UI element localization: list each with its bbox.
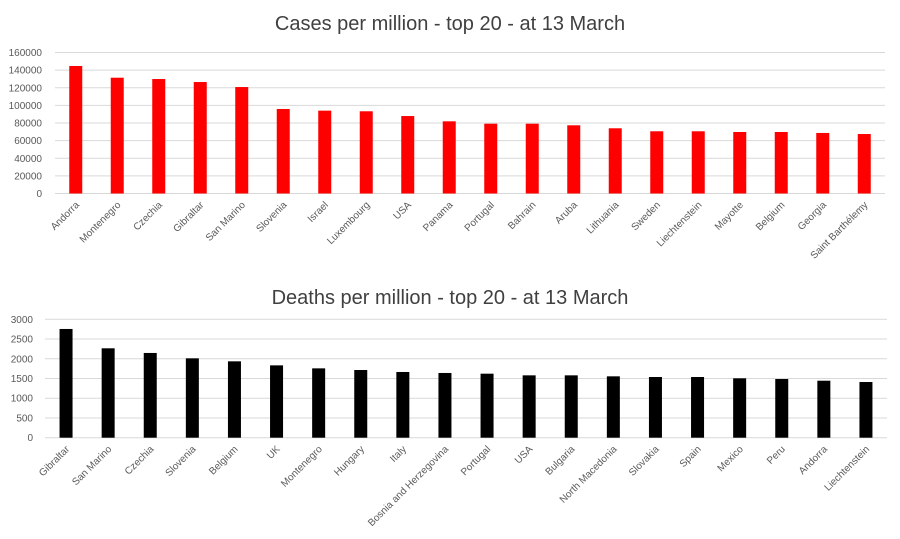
bar <box>522 375 536 438</box>
bar <box>564 375 578 438</box>
y-tick-label: 3000 <box>11 315 34 326</box>
bar <box>235 87 249 194</box>
bar <box>438 372 452 438</box>
x-category-label: Bosnia and Herzegovina <box>366 444 451 529</box>
bar <box>650 131 664 194</box>
x-category-label: Slovenia <box>254 200 289 235</box>
chart-2: Deaths per million - top 20 - at 13 Marc… <box>11 287 887 529</box>
bar <box>525 123 539 194</box>
bar <box>816 132 830 194</box>
chart-title: Deaths per million - top 20 - at 13 Marc… <box>272 287 629 309</box>
y-tick-label: 100000 <box>9 101 43 112</box>
bar <box>775 379 789 438</box>
x-category-label: UK <box>265 444 283 462</box>
bar <box>480 373 494 438</box>
bar <box>606 376 620 438</box>
bar <box>733 131 747 194</box>
bar <box>312 368 326 438</box>
y-tick-label: 80000 <box>14 119 42 130</box>
y-tick-label: 20000 <box>14 171 42 182</box>
y-tick-label: 2500 <box>11 335 34 346</box>
x-category-label: Czechia <box>123 444 157 478</box>
bar <box>442 121 456 194</box>
x-category-label: Liechtenstein <box>823 444 872 493</box>
bar <box>59 328 73 438</box>
y-tick-label: 160000 <box>9 48 43 59</box>
bar <box>69 65 83 194</box>
x-category-label: Hungary <box>332 444 367 479</box>
x-category-label: Spain <box>678 444 704 470</box>
x-category-label: Lithuania <box>585 200 622 237</box>
x-category-label: Slovenia <box>164 444 199 479</box>
x-category-label: Georgia <box>796 200 829 233</box>
x-category-label: Slovakia <box>627 444 662 479</box>
x-category-label: Portugal <box>459 444 493 478</box>
bar <box>270 365 284 438</box>
x-category-label: Bahrain <box>506 200 538 232</box>
x-category-label: Andorra <box>797 444 830 477</box>
x-category-label: Peru <box>765 444 788 467</box>
bar <box>227 361 241 438</box>
y-tick-label: 140000 <box>9 66 43 77</box>
x-category-label: Montenegro <box>279 444 325 490</box>
y-tick-label: 2000 <box>11 354 34 365</box>
bar <box>276 108 290 194</box>
bar <box>484 123 498 194</box>
x-category-label: Gibraltar <box>37 444 72 479</box>
x-category-label: Panama <box>421 200 455 234</box>
x-category-label: Aruba <box>553 200 580 227</box>
bar <box>401 116 415 194</box>
x-category-label: Bulgaria <box>544 444 578 478</box>
bar <box>648 377 662 438</box>
x-category-label: USA <box>392 200 415 223</box>
x-category-label: Gibraltar <box>171 199 206 234</box>
chart-title: Cases per million - top 20 - at 13 March <box>275 13 625 35</box>
bar <box>143 352 157 438</box>
x-category-label: Sweden <box>630 200 663 233</box>
y-tick-label: 0 <box>36 189 42 200</box>
x-category-label: Andorra <box>49 200 82 233</box>
x-category-label: Belgium <box>207 444 240 477</box>
x-category-label: Israel <box>306 200 331 225</box>
x-category-label: USA <box>513 444 536 467</box>
bar <box>733 378 747 438</box>
bar <box>859 382 873 438</box>
bar <box>318 110 332 194</box>
chart-1: Cases per million - top 20 - at 13 March… <box>9 13 885 261</box>
x-category-label: San Marino <box>70 444 114 488</box>
x-category-label: Belgium <box>754 200 787 233</box>
bar <box>354 370 368 438</box>
bar <box>567 125 581 194</box>
x-category-label: Portugal <box>463 200 497 234</box>
bar <box>608 128 622 194</box>
bar <box>691 377 705 438</box>
x-category-label: Mexico <box>716 444 746 474</box>
x-category-label: Mayotte <box>713 200 746 233</box>
x-category-label: Montenegro <box>78 200 124 246</box>
bar <box>152 79 166 194</box>
x-category-label: Italy <box>388 444 409 465</box>
bar <box>396 371 410 438</box>
bar <box>691 131 705 194</box>
bar <box>359 111 373 194</box>
x-category-label: Czechia <box>132 200 166 234</box>
x-category-label: San Marino <box>204 200 248 244</box>
bar <box>817 380 831 438</box>
y-tick-label: 1500 <box>11 374 34 385</box>
bar <box>193 82 207 194</box>
bar <box>857 134 871 194</box>
bar <box>101 348 115 438</box>
x-category-label: Luxembourg <box>325 200 372 247</box>
bar <box>110 77 124 194</box>
y-tick-label: 500 <box>16 413 33 424</box>
y-tick-label: 0 <box>27 433 33 444</box>
y-tick-label: 40000 <box>14 154 42 165</box>
y-tick-label: 120000 <box>9 83 43 94</box>
y-tick-label: 1000 <box>11 394 34 405</box>
y-tick-label: 60000 <box>14 136 42 147</box>
bar <box>774 131 788 194</box>
bar <box>185 358 199 438</box>
